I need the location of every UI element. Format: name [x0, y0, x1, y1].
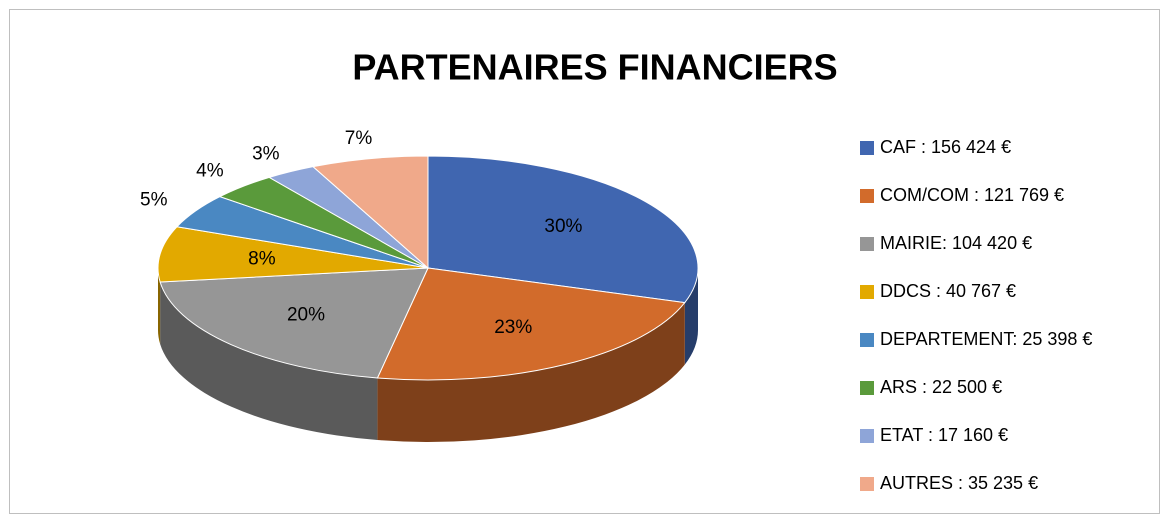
data-label: 20%: [287, 305, 325, 326]
legend-label: CAF : 156 424 €: [880, 137, 1011, 157]
legend-swatch: [860, 477, 874, 491]
slice: [427, 155, 699, 304]
legend-swatch: [860, 189, 874, 203]
slice-side: [684, 268, 698, 365]
legend-label: ARS : 22 500 €: [880, 377, 1002, 397]
data-label: 23%: [494, 317, 532, 338]
slice-side: [377, 302, 685, 443]
data-label: 5%: [140, 190, 168, 211]
legend-label: ETAT : 17 160 €: [880, 425, 1008, 445]
legend-swatch: [860, 237, 874, 251]
legend-swatch: [860, 333, 874, 347]
data-label: 8%: [248, 248, 276, 269]
slice-side: [158, 268, 161, 345]
data-label: 30%: [544, 216, 582, 237]
legend-swatch: [860, 141, 874, 155]
slice: [157, 226, 429, 283]
legend-label: AUTRES : 35 235 €: [880, 473, 1038, 493]
chart-title: PARTENAIRES FINANCIERS: [352, 47, 837, 88]
slice: [159, 267, 429, 379]
slice-side: [160, 282, 378, 441]
data-label: 3%: [252, 143, 280, 164]
legend-label: DDCS : 40 767 €: [880, 281, 1016, 301]
slice: [311, 155, 429, 270]
data-label: 7%: [345, 128, 373, 149]
legend-swatch: [860, 381, 874, 395]
legend-swatch: [860, 285, 874, 299]
legend-swatch: [860, 429, 874, 443]
slice: [376, 267, 686, 381]
data-label: 4%: [196, 161, 224, 182]
legend-label: COM/COM : 121 769 €: [880, 185, 1064, 205]
legend-label: DEPARTEMENT: 25 398 €: [880, 329, 1092, 349]
legend-label: MAIRIE: 104 420 €: [880, 233, 1032, 253]
